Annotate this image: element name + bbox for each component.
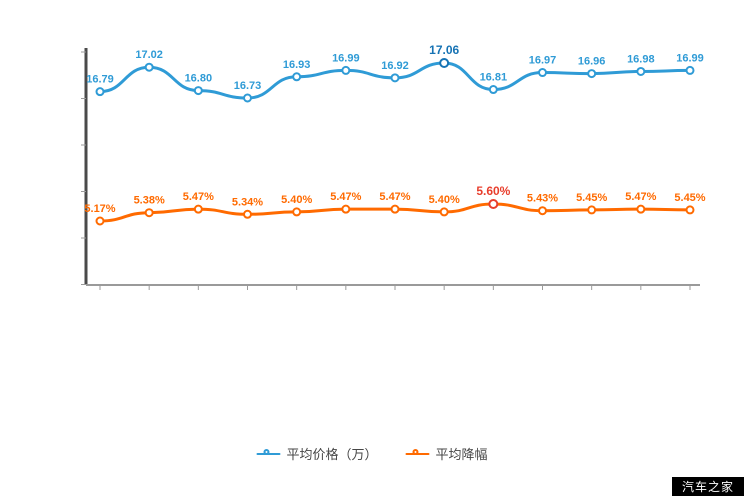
data-point[interactable]: [538, 68, 547, 78]
data-label: 16.79: [86, 74, 114, 86]
data-label: 16.80: [185, 73, 213, 85]
data-point[interactable]: [439, 207, 449, 217]
data-point[interactable]: [243, 209, 252, 219]
data-label: 16.97: [529, 55, 557, 67]
watermark-text: 汽车之家: [681, 480, 734, 494]
data-point[interactable]: [292, 207, 302, 217]
data-label: 5.47%: [183, 191, 214, 203]
data-point[interactable]: [439, 58, 450, 68]
legend-label-avg-discount: 平均降幅: [435, 447, 488, 462]
data-point[interactable]: [636, 66, 646, 76]
data-label: 16.92: [381, 60, 409, 72]
data-point[interactable]: [341, 204, 351, 214]
data-label: 16.96: [578, 56, 606, 68]
data-point[interactable]: [685, 205, 695, 215]
data-label: 5.45%: [674, 192, 705, 204]
data-label: 16.99: [676, 52, 704, 64]
data-point[interactable]: [636, 204, 646, 214]
data-label: 5.43%: [527, 193, 558, 205]
line-marker-icon: [405, 448, 430, 459]
data-point[interactable]: [341, 65, 351, 75]
data-point[interactable]: [538, 206, 547, 216]
legend-label-avg-price: 平均价格（万）: [286, 447, 378, 462]
line-marker-icon: [256, 448, 281, 459]
data-point[interactable]: [587, 205, 597, 215]
data-label: 5.40%: [281, 194, 312, 206]
data-label: 5.17%: [84, 203, 115, 215]
data-point[interactable]: [95, 216, 105, 226]
data-point[interactable]: [488, 199, 499, 209]
data-label: 16.73: [234, 80, 262, 92]
legend-dot-shape: [412, 448, 419, 455]
data-label: 17.02: [135, 49, 163, 61]
data-label: 16.98: [627, 53, 655, 65]
legend-item-avg-price[interactable]: 平均价格（万）: [256, 444, 378, 463]
data-point[interactable]: [390, 73, 400, 83]
data-label: 16.93: [283, 59, 311, 71]
data-label: 17.06: [429, 43, 459, 57]
data-point[interactable]: [292, 72, 302, 82]
data-label: 5.60%: [476, 184, 510, 198]
data-point[interactable]: [144, 62, 154, 72]
legend-dot-shape: [263, 448, 270, 455]
data-label: 5.47%: [330, 191, 361, 203]
data-label: 5.47%: [379, 191, 410, 203]
data-point[interactable]: [144, 208, 154, 218]
data-label: 5.47%: [625, 191, 656, 203]
watermark-autohome: 汽车之家: [671, 477, 744, 496]
data-point[interactable]: [243, 93, 252, 103]
chart-legend: 平均价格（万） 平均降幅: [256, 444, 488, 463]
data-point[interactable]: [95, 87, 105, 97]
data-point[interactable]: [488, 85, 498, 95]
data-point[interactable]: [685, 65, 695, 75]
data-label: 5.34%: [232, 196, 263, 208]
data-label: 5.40%: [429, 194, 460, 206]
data-point[interactable]: [390, 204, 400, 214]
legend-item-avg-discount[interactable]: 平均降幅: [405, 444, 488, 463]
data-label: 16.99: [332, 52, 360, 64]
data-label: 5.38%: [134, 195, 165, 207]
data-label: 16.81: [480, 72, 508, 84]
data-point[interactable]: [193, 204, 203, 214]
data-point[interactable]: [587, 69, 597, 79]
data-label: 5.45%: [576, 192, 607, 204]
data-point[interactable]: [193, 86, 203, 96]
